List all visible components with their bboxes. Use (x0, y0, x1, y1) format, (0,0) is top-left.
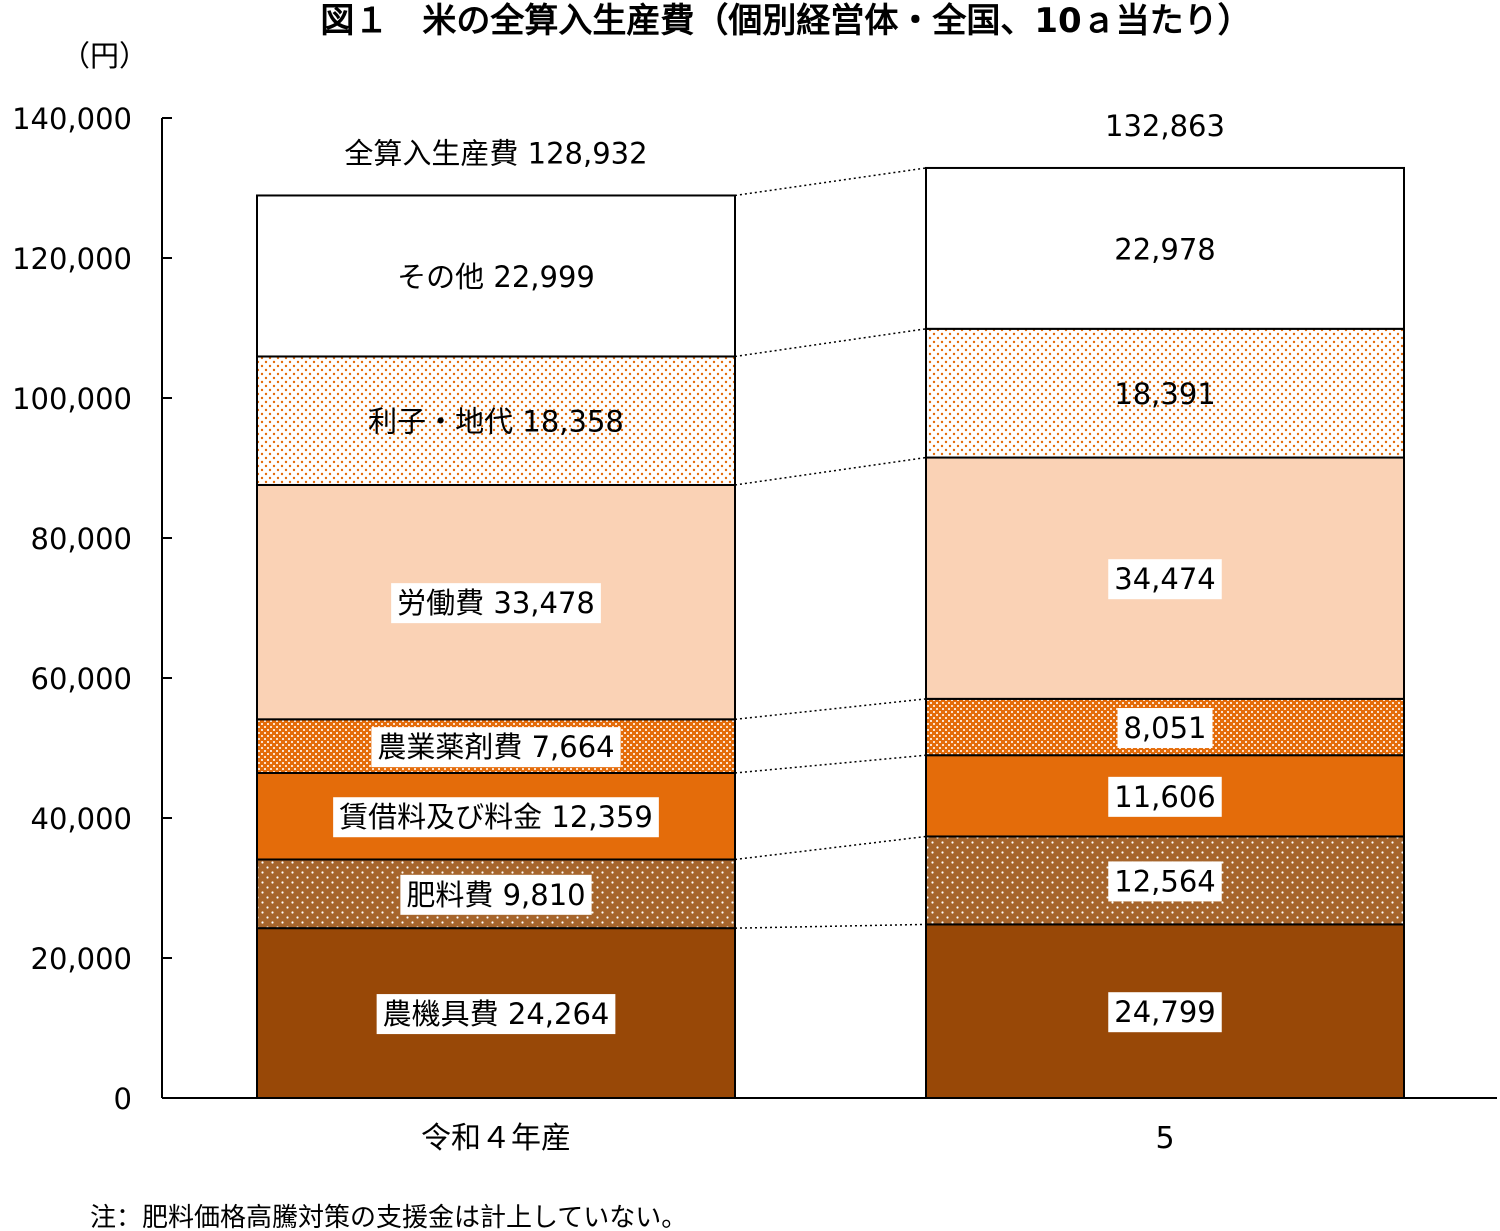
bar-segment (256, 355, 736, 486)
total-label: 全算入生産費 128,932 (344, 136, 647, 170)
connector-line (734, 328, 927, 358)
y-axis-unit-label: （円） (61, 39, 148, 73)
series-value: 24,264 (508, 997, 609, 1031)
connector-line (734, 167, 927, 197)
series-value: 33,478 (493, 586, 594, 620)
data-label: 24,799 (1114, 995, 1215, 1029)
data-label: 18,391 (1114, 377, 1215, 411)
data-label: その他 22,999 (397, 260, 595, 294)
footnote: 注：肥料価格高騰対策の支援金は計上していない。 (90, 1203, 687, 1231)
connector-line (734, 835, 927, 861)
series-value: 7,664 (532, 730, 615, 764)
series-value: 18,391 (1114, 377, 1215, 411)
connector-line (734, 456, 927, 486)
data-label-group: 農機具費 24,264 (376, 994, 616, 1035)
series-value: 34,474 (1114, 562, 1215, 596)
series-name: 労働費 (397, 586, 484, 620)
data-label: 利子・地代 18,358 (368, 405, 624, 439)
y-tick-label: 100,000 (12, 382, 132, 416)
data-label-group: 24,799 (1108, 992, 1222, 1033)
series-value: 11,606 (1114, 780, 1215, 814)
series-value: 22,999 (493, 260, 594, 294)
data-label-group: 肥料費 9,810 (400, 874, 592, 915)
series-value: 12,359 (551, 800, 652, 834)
data-label-group: 34,474 (1108, 559, 1222, 600)
data-label-background (333, 797, 659, 838)
connector-line (734, 698, 927, 721)
data-label: 農業薬剤費 7,664 (377, 730, 614, 764)
bar-segment (925, 327, 1405, 459)
data-label: 農機具費 24,264 (383, 997, 610, 1031)
data-label-group: 賃借料及び料金 12,359 (333, 797, 659, 838)
series-value: 9,810 (503, 878, 586, 912)
y-tick-label: 120,000 (12, 242, 132, 276)
series-name: 農業薬剤費 (377, 730, 522, 764)
data-label: 22,978 (1114, 232, 1215, 266)
x-axis: 令和４年産 5 (162, 1097, 1497, 1156)
data-label-group: 22,978 (1114, 232, 1215, 266)
data-labels: 農機具費 24,264 24,799 肥料費 9,810 12,564 賃借料及び料金 … (333, 109, 1225, 1035)
series-value: 24,799 (1114, 995, 1215, 1029)
y-axis: 0 20,000 40,000 60,000 80,000 100,000 120,000 1… (12, 102, 172, 1116)
y-tick-label: 60,000 (31, 662, 132, 696)
data-label-background (1117, 708, 1213, 749)
series-name: 利子・地代 (368, 405, 513, 439)
connector-line (734, 923, 927, 929)
chart-title: 図１ 米の全算入生産費（個別経営体・全国、10ａ当たり） (320, 1, 1251, 41)
series-value: 22,978 (1114, 232, 1215, 266)
data-label: 賃借料及び料金 12,359 (339, 800, 653, 834)
data-label-group: 11,606 (1108, 776, 1222, 817)
data-label-group: 18,391 (1114, 377, 1215, 411)
y-tick-label: 140,000 (12, 102, 132, 136)
total-value: 128,932 (528, 136, 648, 170)
series-value: 18,358 (522, 405, 623, 439)
bar-segment (256, 194, 736, 358)
data-label-background (376, 994, 616, 1035)
data-label-group: 労働費 33,478 (391, 583, 601, 624)
data-label-background (1108, 861, 1222, 902)
series-name: 肥料費 (406, 878, 493, 912)
data-label-group: 8,051 (1117, 708, 1213, 749)
series-name: 農機具費 (383, 997, 499, 1031)
bar-connector-lines (734, 167, 927, 929)
data-label-background (391, 583, 601, 624)
total-label: 132,863 (1105, 109, 1225, 143)
total-name: 全算入生産費 (344, 136, 518, 170)
data-label-background (1108, 992, 1222, 1033)
y-tick-label: 80,000 (31, 522, 132, 556)
data-label: 12,564 (1114, 864, 1215, 898)
data-label-group: 利子・地代 18,358 (368, 405, 624, 439)
data-label: 11,606 (1114, 780, 1215, 814)
data-label-group: その他 22,999 (397, 260, 595, 294)
bar-segment (925, 166, 1405, 330)
data-label-background (1108, 559, 1222, 600)
x-category-label: 令和４年産 (421, 1121, 571, 1156)
y-tick-label: 20,000 (31, 942, 132, 976)
total-value: 132,863 (1105, 109, 1225, 143)
data-label: 8,051 (1123, 711, 1206, 745)
data-label-background (1108, 776, 1222, 817)
connector-line (734, 754, 927, 774)
series-value: 8,051 (1123, 711, 1206, 745)
x-category-label: 5 (1155, 1121, 1174, 1156)
series-name: 賃借料及び料金 (339, 800, 542, 834)
data-label-group: 12,564 (1108, 861, 1222, 902)
bar-segments (256, 166, 1405, 1099)
y-tick-label: 40,000 (31, 802, 132, 836)
data-label-background (400, 874, 592, 915)
data-label: 肥料費 9,810 (406, 878, 585, 912)
series-name: その他 (397, 260, 484, 294)
data-label-group: 農業薬剤費 7,664 (371, 727, 621, 768)
data-label-background (371, 727, 621, 768)
y-tick-label: 0 (114, 1082, 132, 1116)
series-value: 12,564 (1114, 864, 1215, 898)
data-label: 労働費 33,478 (397, 586, 595, 620)
data-label: 34,474 (1114, 562, 1215, 596)
